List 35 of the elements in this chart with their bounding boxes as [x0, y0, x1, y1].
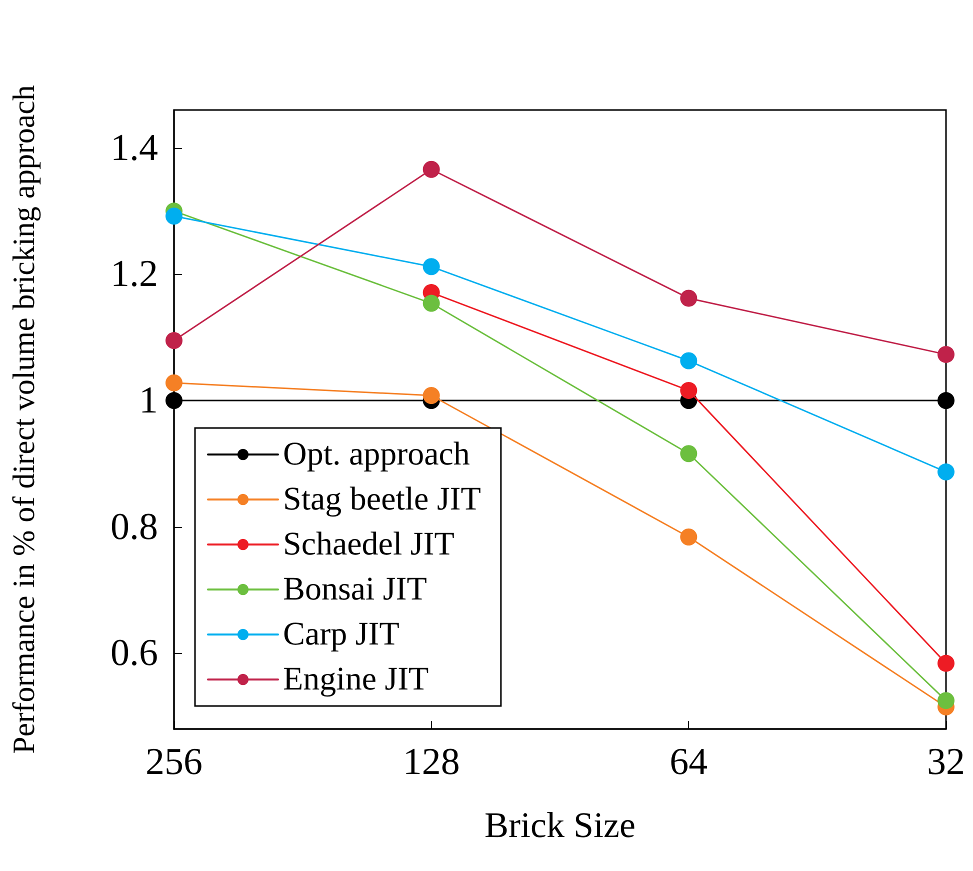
point	[166, 208, 182, 225]
x-tick-label: 32	[927, 741, 965, 783]
x-tick-label: 256	[146, 741, 202, 783]
point	[166, 332, 182, 350]
point	[938, 692, 954, 710]
point	[166, 374, 182, 392]
legend-label: Bonsai JIT	[283, 572, 427, 608]
point	[680, 382, 698, 399]
y-tick-label: 0.6	[110, 632, 158, 674]
point	[422, 294, 440, 312]
legend-label: Carp JIT	[283, 616, 400, 652]
point	[938, 392, 954, 410]
legend-label: Stag beetle JIT	[283, 482, 481, 518]
point	[166, 392, 182, 410]
point	[938, 463, 954, 480]
legend-label: Opt. approach	[283, 436, 470, 472]
x-axis-title: Brick Size	[484, 805, 636, 845]
legend-label: Engine JIT	[283, 662, 429, 698]
legend-label: Schaedel JIT	[283, 526, 454, 562]
y-tick-label: 0.8	[110, 506, 158, 548]
point	[938, 346, 954, 363]
point	[422, 387, 440, 404]
point	[422, 258, 440, 276]
point	[422, 160, 440, 178]
x-tick-label: 128	[402, 741, 460, 783]
point	[680, 352, 698, 370]
y-tick-label: 1	[139, 380, 158, 422]
x-tick-label: 64	[670, 741, 708, 783]
point	[680, 445, 698, 462]
y-axis-title: Performance in % of direct volume bricking approach	[6, 84, 41, 754]
y-tick-label: 1.4	[110, 126, 158, 169]
point	[680, 290, 698, 307]
point	[938, 654, 954, 672]
y-tick-label: 1.2	[110, 253, 158, 296]
point	[680, 528, 698, 546]
